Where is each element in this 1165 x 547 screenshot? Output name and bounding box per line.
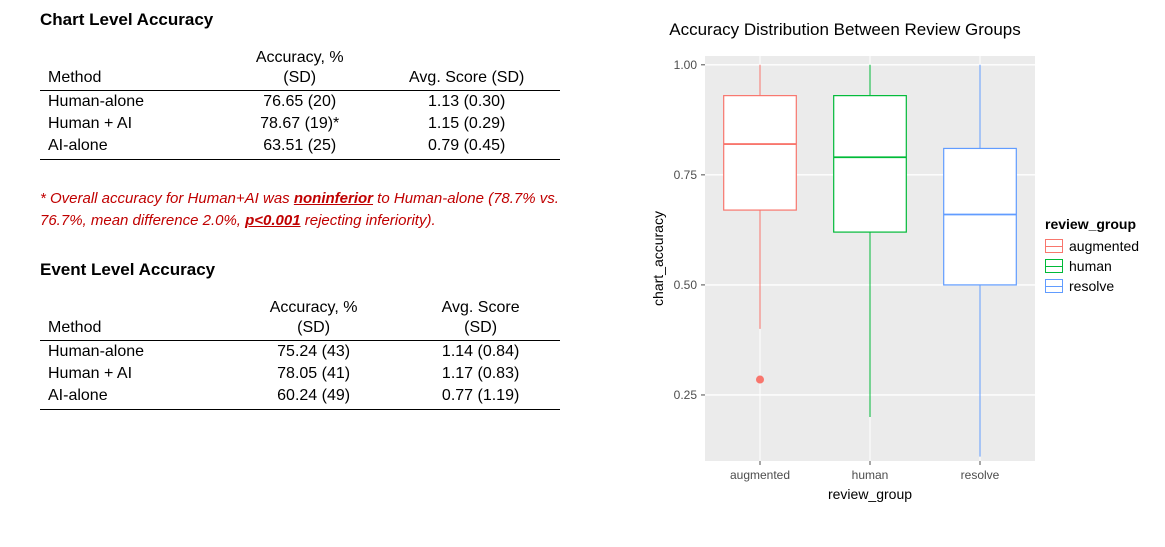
cell-score: 1.13 (0.30): [373, 91, 560, 114]
cell-accuracy: 76.65 (20): [226, 91, 373, 114]
svg-text:0.25: 0.25: [674, 388, 698, 402]
svg-text:augmented: augmented: [730, 468, 790, 482]
footnote-pvalue: p<0.001: [245, 212, 300, 229]
cell-score: 1.14 (0.84): [401, 340, 560, 363]
left-column: Chart Level Accuracy Method Accuracy, % …: [40, 10, 620, 410]
col-score: Avg. Score (SD): [373, 48, 560, 91]
boxplot-legend: review_group augmented human resolve: [1045, 216, 1139, 298]
svg-text:chart_accuracy: chart_accuracy: [650, 211, 666, 306]
svg-text:0.75: 0.75: [674, 168, 698, 182]
col-score: Avg. Score (SD): [401, 298, 560, 341]
table-row: Human + AI 78.67 (19)* 1.15 (0.29): [40, 113, 560, 135]
legend-item: human: [1045, 258, 1139, 274]
cell-score: 0.77 (1.19): [401, 385, 560, 410]
legend-label: human: [1069, 258, 1112, 274]
cell-score: 1.17 (0.83): [401, 363, 560, 385]
cell-score: 0.79 (0.45): [373, 135, 560, 160]
col-method: Method: [40, 48, 226, 91]
cell-method: Human-alone: [40, 340, 226, 363]
legend-swatch-icon: [1045, 239, 1063, 253]
boxplot-panel: Accuracy Distribution Between Review Gro…: [645, 20, 1145, 520]
footnote-text: * Overall accuracy for Human+AI was: [40, 190, 294, 207]
cell-method: Human-alone: [40, 91, 226, 114]
table-row: AI-alone 60.24 (49) 0.77 (1.19): [40, 385, 560, 410]
svg-text:1.00: 1.00: [674, 58, 698, 72]
svg-text:human: human: [852, 468, 889, 482]
cell-accuracy: 78.05 (41): [226, 363, 401, 385]
legend-label: augmented: [1069, 238, 1139, 254]
footnote-noninferior: noninferior: [294, 190, 373, 207]
legend-item: augmented: [1045, 238, 1139, 254]
legend-title: review_group: [1045, 216, 1139, 232]
legend-swatch-icon: [1045, 259, 1063, 273]
cell-accuracy: 60.24 (49): [226, 385, 401, 410]
legend-item: resolve: [1045, 278, 1139, 294]
cell-method: AI-alone: [40, 135, 226, 160]
chart-level-title: Chart Level Accuracy: [40, 10, 620, 30]
table-row: Human + AI 78.05 (41) 1.17 (0.83): [40, 363, 560, 385]
event-level-title: Event Level Accuracy: [40, 260, 620, 280]
col-accuracy: Accuracy, % (SD): [226, 298, 401, 341]
footnote-text: rejecting inferiority).: [301, 212, 436, 229]
svg-text:0.50: 0.50: [674, 278, 698, 292]
event-level-table: Method Accuracy, % (SD) Avg. Score (SD) …: [40, 298, 560, 410]
boxplot-svg-container: 0.25 0.50 0.75 1.00 augmented human resolve cha…: [645, 46, 1145, 506]
footnote: * Overall accuracy for Human+AI was noni…: [40, 188, 600, 232]
col-accuracy: Accuracy, % (SD): [226, 48, 373, 91]
cell-method: Human + AI: [40, 363, 226, 385]
cell-accuracy: 63.51 (25): [226, 135, 373, 160]
legend-label: resolve: [1069, 278, 1114, 294]
page-root: Chart Level Accuracy Method Accuracy, % …: [0, 0, 1165, 547]
chart-level-table: Method Accuracy, % (SD) Avg. Score (SD) …: [40, 48, 560, 160]
table-row: Human-alone 76.65 (20) 1.13 (0.30): [40, 91, 560, 114]
table-row: Human-alone 75.24 (43) 1.14 (0.84): [40, 340, 560, 363]
svg-text:resolve: resolve: [961, 468, 1000, 482]
table-row: AI-alone 63.51 (25) 0.79 (0.45): [40, 135, 560, 160]
cell-score: 1.15 (0.29): [373, 113, 560, 135]
legend-swatch-icon: [1045, 279, 1063, 293]
svg-text:review_group: review_group: [828, 486, 912, 502]
cell-method: AI-alone: [40, 385, 226, 410]
cell-accuracy: 75.24 (43): [226, 340, 401, 363]
col-method: Method: [40, 298, 226, 341]
boxplot-title: Accuracy Distribution Between Review Gro…: [655, 20, 1035, 40]
cell-accuracy: 78.67 (19)*: [226, 113, 373, 135]
cell-method: Human + AI: [40, 113, 226, 135]
